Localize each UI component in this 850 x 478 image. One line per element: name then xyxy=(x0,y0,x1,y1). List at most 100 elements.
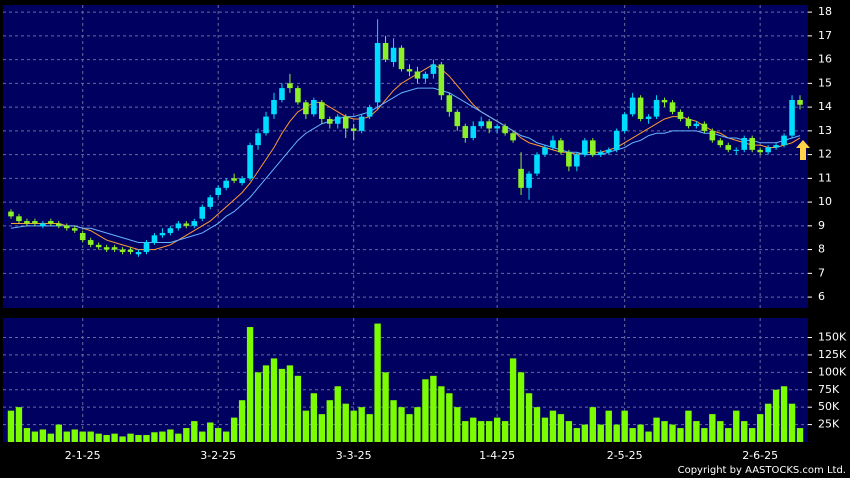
volume-bar xyxy=(159,431,166,442)
volume-bar xyxy=(485,421,493,442)
y-tick-label: 125K xyxy=(818,348,847,361)
volume-bar xyxy=(294,375,302,442)
candle-body xyxy=(279,88,285,100)
x-tick-label: 2-6-25 xyxy=(742,449,778,462)
candle-body xyxy=(757,149,763,153)
candle-body xyxy=(175,223,182,229)
y-tick-label: 14 xyxy=(818,100,832,113)
x-tick-label: 1-4-25 xyxy=(479,449,515,462)
candle-body xyxy=(263,116,269,134)
candle-body xyxy=(231,178,237,181)
volume-bar xyxy=(637,424,644,442)
candle-body xyxy=(558,140,564,153)
candle-body xyxy=(582,140,588,155)
volume-bar xyxy=(709,414,716,442)
volume-bar xyxy=(557,414,565,442)
candle-body xyxy=(542,147,548,155)
volume-bar xyxy=(414,407,421,442)
moving-average-line xyxy=(10,63,801,251)
candle-body xyxy=(40,223,46,226)
candle-body xyxy=(334,116,341,124)
candle-body xyxy=(797,99,803,105)
volume-bar xyxy=(310,393,318,442)
candle-body xyxy=(494,126,500,129)
candle-body xyxy=(566,152,572,167)
volume-bar xyxy=(302,410,310,442)
candle-body xyxy=(414,71,421,79)
volume-bar xyxy=(422,379,429,442)
candle-body xyxy=(255,133,261,146)
y-tick-label: 50K xyxy=(818,400,840,413)
volume-bar xyxy=(175,433,182,442)
candle-body xyxy=(526,173,532,188)
candle-body xyxy=(71,228,78,231)
volume-bar xyxy=(95,433,102,442)
volume-bar xyxy=(230,417,238,442)
candle-body xyxy=(486,121,492,129)
candle-body xyxy=(637,97,644,119)
candle-body xyxy=(127,249,134,252)
candle-body xyxy=(151,235,158,243)
candle-body xyxy=(749,137,755,150)
volume-bar xyxy=(151,432,158,442)
y-tick-label: 13 xyxy=(818,124,832,137)
candle-body xyxy=(48,221,54,224)
candle-body xyxy=(215,187,221,195)
volume-bar xyxy=(278,368,286,442)
candle-body xyxy=(79,232,86,241)
y-tick-label: 100K xyxy=(818,365,847,378)
candle-body xyxy=(32,221,38,224)
volume-bar xyxy=(478,421,485,442)
volume-bar xyxy=(565,421,573,442)
volume-bar xyxy=(103,435,110,442)
candle-body xyxy=(590,140,596,155)
volume-bar xyxy=(286,365,294,442)
volume-bar xyxy=(143,435,150,442)
volume-bar xyxy=(398,407,405,442)
volume-bar xyxy=(701,428,708,442)
candle-body xyxy=(8,211,14,217)
candle-body xyxy=(645,116,652,119)
volume-bar xyxy=(725,428,732,442)
candle-body xyxy=(199,206,206,219)
volume-bar xyxy=(796,428,804,442)
candle-body xyxy=(781,135,787,146)
volume-bar xyxy=(749,428,756,442)
candle-body xyxy=(390,47,397,62)
volume-bar xyxy=(350,410,357,442)
candle-body xyxy=(223,180,229,188)
y-tick-label: 7 xyxy=(818,266,825,279)
candle-body xyxy=(621,114,628,131)
x-tick-label: 2-1-25 xyxy=(65,449,101,462)
candle-body xyxy=(295,88,301,103)
volume-bar xyxy=(717,421,724,442)
candle-body xyxy=(773,145,779,148)
candle-body xyxy=(430,64,437,74)
volume-bar xyxy=(589,407,596,442)
candle-body xyxy=(374,42,381,103)
volume-bar xyxy=(772,389,780,442)
volume-bar xyxy=(246,327,254,442)
candle-body xyxy=(550,140,556,148)
candle-body xyxy=(677,111,684,119)
candle-body xyxy=(725,145,732,150)
candle-body xyxy=(63,225,70,229)
volume-bar xyxy=(47,433,55,442)
volume-bar xyxy=(326,400,333,442)
candle-body xyxy=(406,69,413,72)
candle-body xyxy=(454,111,461,127)
volume-bar xyxy=(605,410,612,442)
volume-bar xyxy=(222,431,230,442)
candle-body xyxy=(247,145,253,179)
volume-bar xyxy=(430,375,437,442)
candle-body xyxy=(111,247,118,250)
candle-body xyxy=(741,137,748,150)
candle-body xyxy=(605,149,612,153)
volume-bar xyxy=(501,421,509,442)
volume-bar xyxy=(597,424,604,442)
volume-bar xyxy=(788,403,796,442)
volume-panel xyxy=(3,318,808,442)
candle-body xyxy=(709,130,716,141)
volume-bar xyxy=(438,386,445,442)
price-panel xyxy=(3,5,808,308)
